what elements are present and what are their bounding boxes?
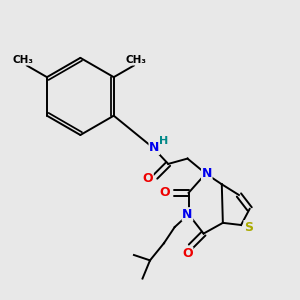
Text: H: H (159, 136, 169, 146)
Text: S: S (244, 220, 253, 234)
Text: N: N (149, 141, 160, 154)
Text: CH₃: CH₃ (13, 55, 34, 65)
Text: O: O (182, 248, 193, 260)
Text: N: N (182, 208, 193, 221)
Text: O: O (142, 172, 153, 185)
Text: CH₃: CH₃ (126, 55, 147, 65)
Text: N: N (202, 167, 212, 180)
Text: O: O (160, 186, 170, 200)
